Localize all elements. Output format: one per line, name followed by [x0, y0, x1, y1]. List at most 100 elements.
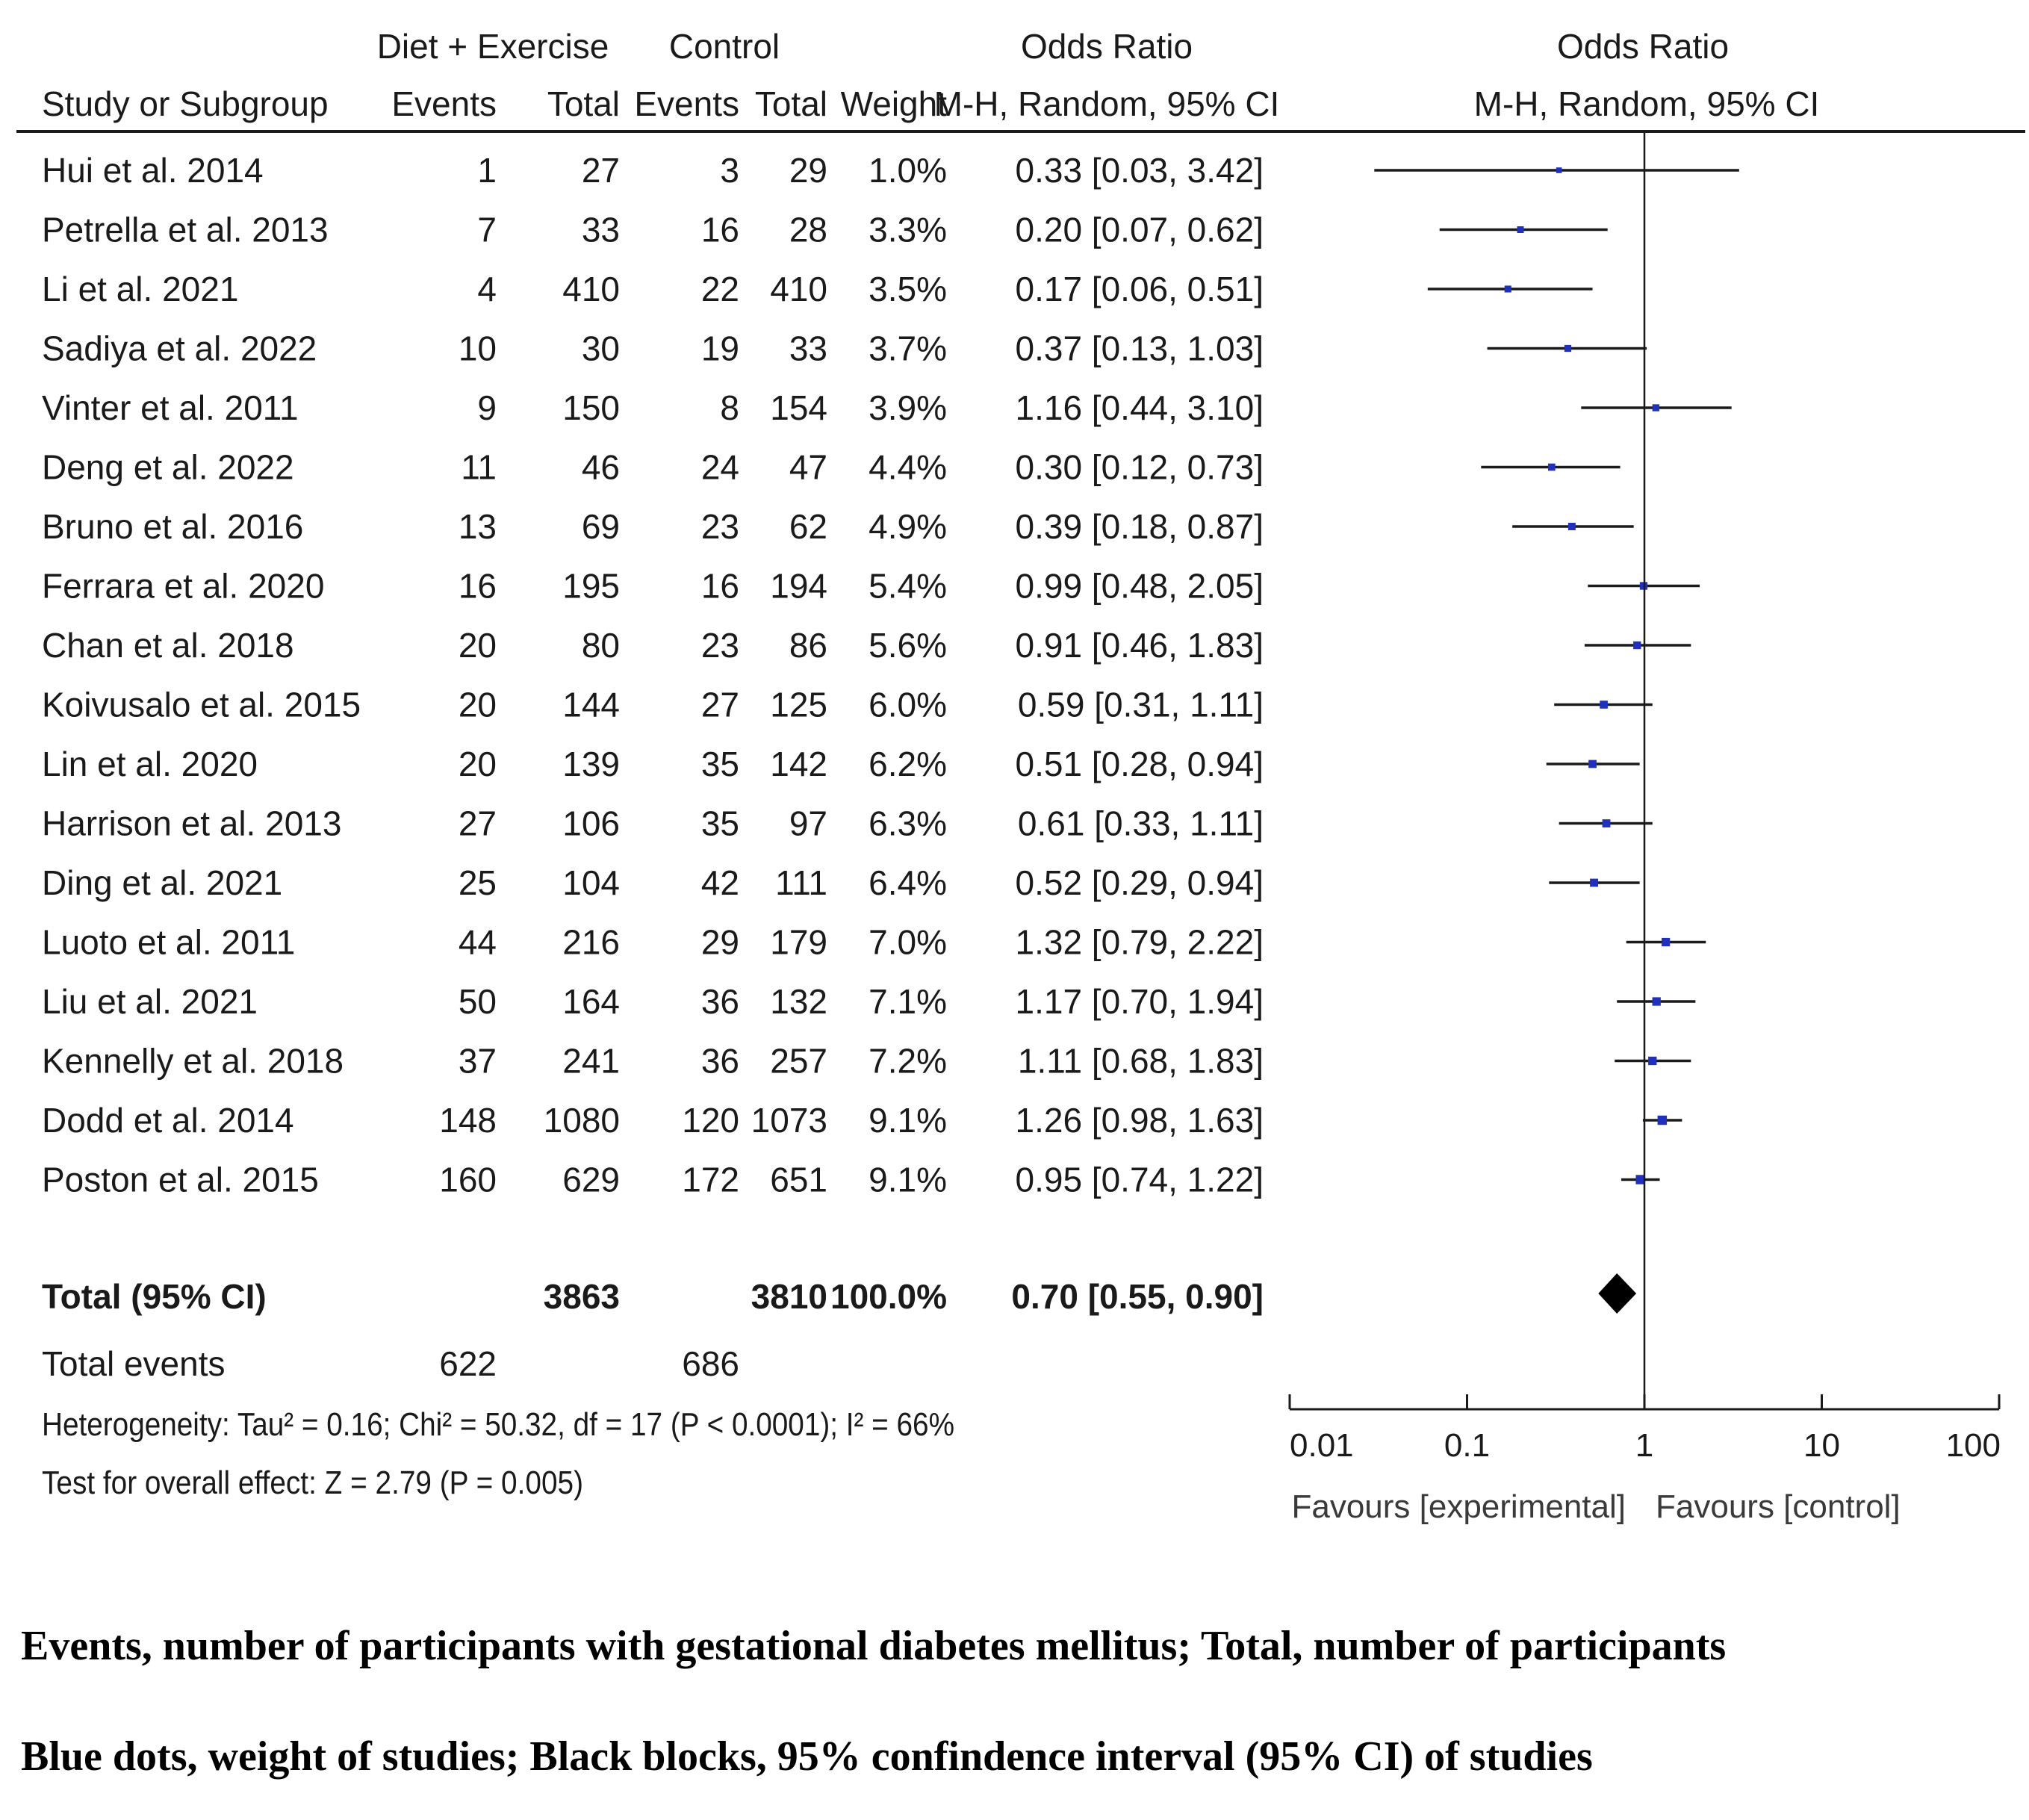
- total2-cell: 28: [789, 211, 827, 249]
- events2-cell: 42: [701, 863, 739, 902]
- study-row: Ferrara et al. 2020 16 195 16 194 5.4% 0.99 [0…: [42, 567, 1264, 606]
- study-row: Poston et al. 2015 160 629 172 651 9.1% 0.95 […: [42, 1161, 1264, 1199]
- study-row: Vinter et al. 2011 9 150 8 154 3.9% 1.16 [0.44…: [42, 388, 1264, 427]
- study-name: Ferrara et al. 2020: [42, 567, 324, 606]
- favours-left-label: Favours [experimental]: [1291, 1488, 1626, 1525]
- total-events2: 686: [682, 1344, 739, 1383]
- heterogeneity-text: Heterogeneity: Tau² = 0.16; Chi² = 50.32…: [42, 1406, 954, 1443]
- weight-cell: 3.9%: [869, 388, 947, 427]
- total1-cell: 69: [582, 507, 620, 546]
- total1-header: Total: [547, 84, 620, 123]
- total2-cell: 179: [770, 923, 827, 962]
- events1-cell: 7: [477, 211, 497, 249]
- events1-cell: 20: [459, 626, 497, 665]
- total1-cell: 106: [562, 804, 620, 843]
- events1-cell: 1: [477, 151, 497, 190]
- or-ci-cell: 1.32 [0.79, 2.22]: [1016, 923, 1264, 962]
- events2-cell: 16: [701, 567, 739, 606]
- study-row: Li et al. 2021 4 410 22 410 3.5% 0.17 [0.06, 0…: [42, 270, 1264, 308]
- total1-cell: 80: [582, 626, 620, 665]
- x-axis: 0.01 0.1 1 10 100: [1288, 1394, 2001, 1464]
- weight-cell: 4.9%: [869, 507, 947, 546]
- caption-line-1: Events, number of participants with gest…: [21, 1623, 1727, 1669]
- study-name: Sadiya et al. 2022: [42, 329, 317, 368]
- events2-cell: 19: [701, 329, 739, 368]
- events2-cell: 16: [701, 211, 739, 249]
- study-row: Deng et al. 2022 11 46 24 47 4.4% 0.30 [0.12, …: [42, 448, 1264, 487]
- study-name: Harrison et al. 2013: [42, 804, 341, 843]
- events1-cell: 37: [459, 1042, 497, 1081]
- point-estimate: [1635, 1175, 1645, 1184]
- point-estimate: [1633, 641, 1641, 650]
- events1-cell: 50: [459, 982, 497, 1021]
- events2-cell: 36: [701, 982, 739, 1021]
- point-estimate: [1567, 523, 1576, 530]
- total-events-label: Total events: [42, 1344, 225, 1383]
- study-row: Chan et al. 2018 20 80 23 86 5.6% 0.91 [0.46, …: [42, 626, 1264, 665]
- point-estimate: [1588, 760, 1597, 768]
- total-row-weight: 100.0%: [830, 1277, 947, 1316]
- or-ci-cell: 1.16 [0.44, 3.10]: [1016, 388, 1264, 427]
- total-row-ci: 0.70 [0.55, 0.90]: [1011, 1277, 1264, 1316]
- total1-cell: 164: [562, 982, 620, 1021]
- point-estimate: [1657, 1115, 1668, 1125]
- plot-method-header: M-H, Random, 95% CI: [1474, 84, 1820, 123]
- point-estimate: [1547, 463, 1556, 471]
- total2-cell: 47: [789, 448, 827, 487]
- favours-right-label: Favours [control]: [1656, 1488, 1901, 1525]
- weight-cell: 6.2%: [869, 745, 947, 783]
- group2-header: Control: [669, 27, 780, 66]
- point-estimate: [1662, 937, 1671, 947]
- study-row: Harrison et al. 2013 27 106 35 97 6.3% 0.61 [0…: [42, 804, 1264, 843]
- total1-cell: 1080: [544, 1101, 620, 1140]
- point-estimate: [1600, 701, 1608, 709]
- weight-cell: 6.4%: [869, 863, 947, 902]
- total2-cell: 1073: [751, 1101, 827, 1140]
- weight-cell: 5.4%: [869, 567, 947, 606]
- study-name: Petrella et al. 2013: [42, 211, 329, 249]
- total2-cell: 29: [789, 151, 827, 190]
- total2-cell: 97: [789, 804, 827, 843]
- pooled-diamond: [1598, 1273, 1637, 1314]
- study-name: Koivusalo et al. 2015: [42, 686, 361, 724]
- events2-header: Events: [634, 84, 739, 123]
- total2-header: Total: [755, 84, 827, 123]
- point-estimate: [1652, 997, 1661, 1006]
- weight-cell: 9.1%: [869, 1161, 947, 1199]
- or-ci-cell: 0.52 [0.29, 0.94]: [1016, 863, 1264, 902]
- weight-cell: 3.5%: [869, 270, 947, 308]
- or-ci-cell: 0.17 [0.06, 0.51]: [1016, 270, 1264, 308]
- weight-cell: 9.1%: [869, 1101, 947, 1140]
- study-header: Study or Subgroup: [42, 84, 329, 123]
- study-row: Dodd et al. 2014 148 1080 120 1073 9.1% 1.26 […: [42, 1101, 1264, 1140]
- study-name: Li et al. 2021: [42, 270, 238, 308]
- point-estimate: [1652, 404, 1659, 411]
- events1-cell: 16: [459, 567, 497, 606]
- events2-cell: 23: [701, 507, 739, 546]
- events1-cell: 44: [459, 923, 497, 962]
- point-estimate: [1504, 285, 1511, 293]
- study-name: Bruno et al. 2016: [42, 507, 303, 546]
- weight-cell: 4.4%: [869, 448, 947, 487]
- study-row: Koivusalo et al. 2015 20 144 27 125 6.0% 0.59 …: [42, 686, 1264, 724]
- study-name: Kennelly et al. 2018: [42, 1042, 344, 1081]
- total2-cell: 194: [770, 567, 827, 606]
- or-ci-cell: 0.59 [0.31, 1.11]: [1018, 686, 1264, 724]
- study-row: Petrella et al. 2013 7 33 16 28 3.3% 0.20 [0.0…: [42, 211, 1264, 249]
- study-rows: Hui et al. 2014 1 27 3 29 1.0% 0.33 [0.03, 3.4…: [42, 151, 1264, 1199]
- or-ci-cell: 0.99 [0.48, 2.05]: [1016, 567, 1264, 606]
- total1-cell: 104: [562, 863, 620, 902]
- study-name: Lin et al. 2020: [42, 745, 258, 783]
- or-ci-cell: 1.17 [0.70, 1.94]: [1016, 982, 1264, 1021]
- total2-cell: 111: [775, 863, 827, 902]
- forest-plot: Diet + Exercise Control Odds Ratio Odds …: [16, 27, 2025, 1525]
- or-ci-cell: 0.95 [0.74, 1.22]: [1016, 1161, 1264, 1199]
- events2-cell: 35: [701, 804, 739, 843]
- events1-cell: 20: [459, 686, 497, 724]
- events1-cell: 27: [459, 804, 497, 843]
- total2-cell: 154: [770, 388, 827, 427]
- total-row-total2: 3810: [751, 1277, 827, 1316]
- events2-cell: 23: [701, 626, 739, 665]
- or-ci-cell: 0.30 [0.12, 0.73]: [1016, 448, 1264, 487]
- events1-header: Events: [391, 84, 497, 123]
